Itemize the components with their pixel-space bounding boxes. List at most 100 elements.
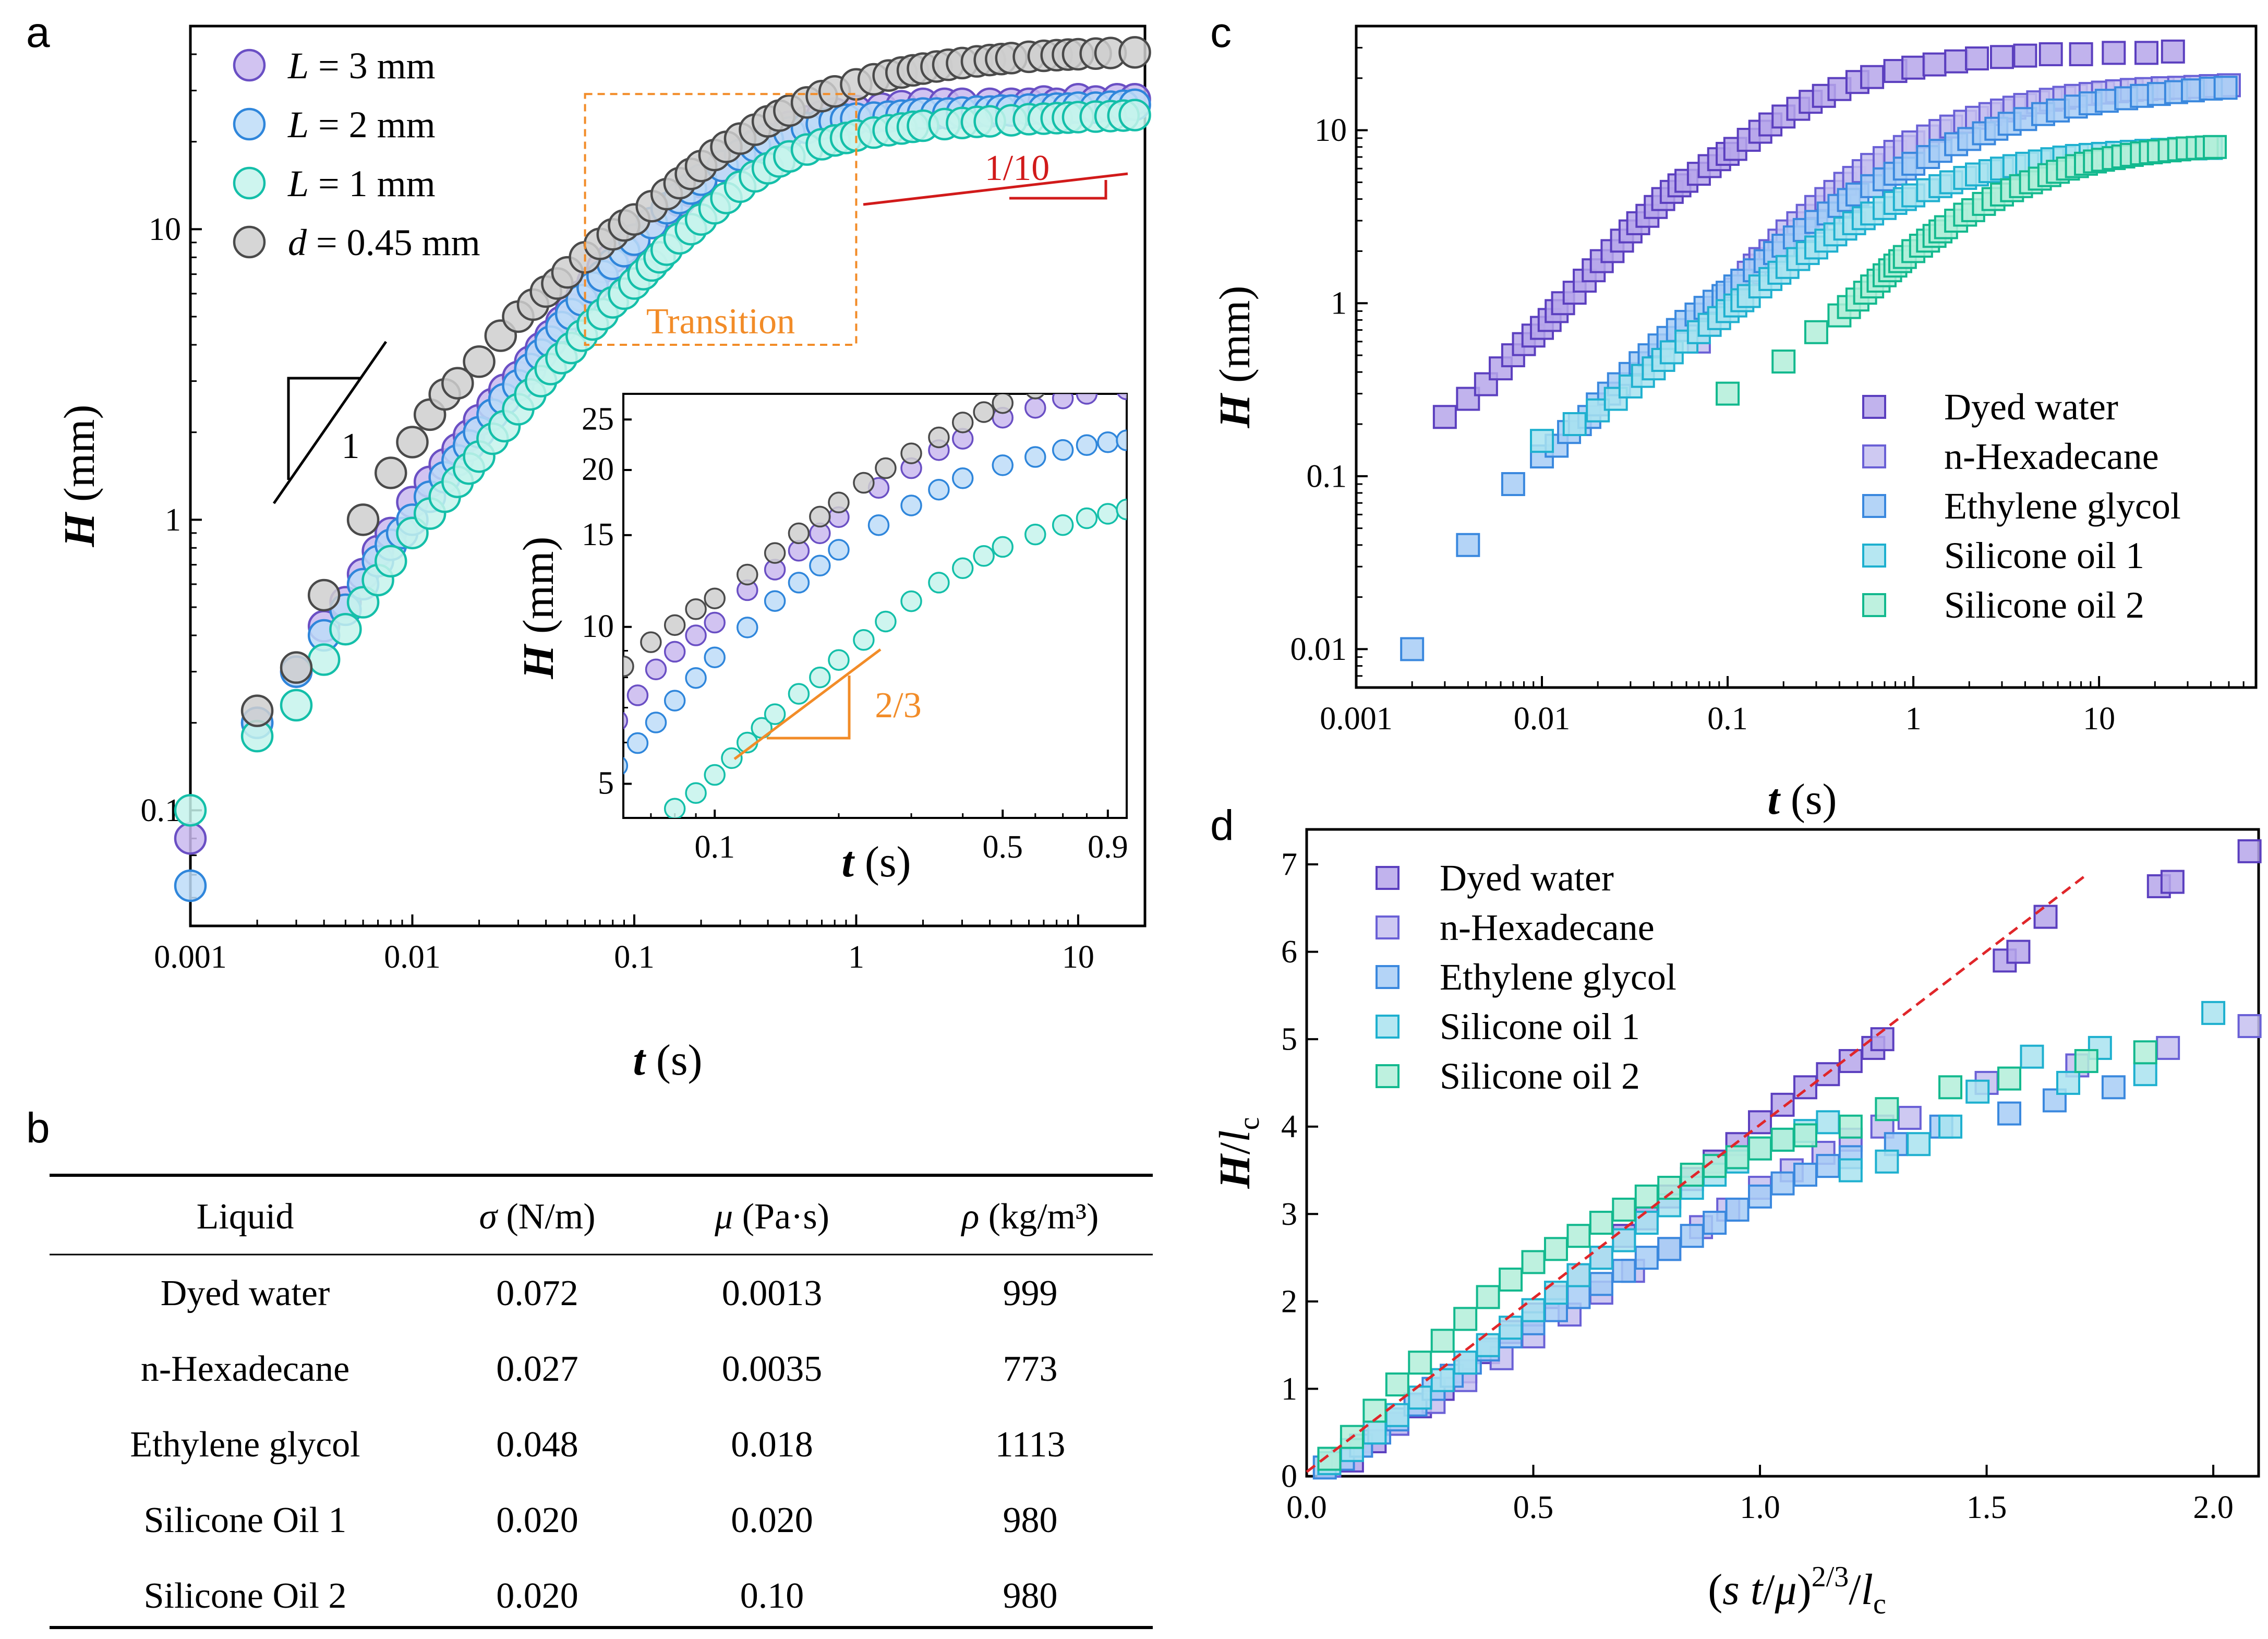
x-tick-label: 0.9 xyxy=(1088,829,1128,865)
inset-data-point xyxy=(1097,431,1119,453)
series-d-2 xyxy=(1312,1075,2126,1480)
inset-data-point xyxy=(1116,498,1127,521)
data-point xyxy=(1566,1224,1591,1248)
inset-data-point xyxy=(1097,503,1119,525)
chart-c: 0.001 0.01 0.1 1 10 0.01 0.1 1 10 t (s) H (mm) Dyed… xyxy=(1211,25,2258,824)
x-axis-label-c: t (s) xyxy=(1768,775,1837,824)
legend-marker xyxy=(233,49,266,82)
y-tick-label: 1 xyxy=(1281,1371,1297,1407)
inset-data-point xyxy=(928,426,950,449)
inset-data-point xyxy=(973,401,995,423)
inset-data-point xyxy=(1076,394,1098,405)
legend-d: Dyed water n-Hexadecane Ethylene glycol Sil… xyxy=(1376,857,1676,1097)
x-tick-label: 0.01 xyxy=(1514,701,1571,737)
data-point xyxy=(1793,1162,1817,1187)
data-point xyxy=(1612,1259,1636,1283)
panel-label-b: b xyxy=(26,1104,50,1152)
y-tick-label: 25 xyxy=(582,401,614,437)
x-tick-label: 1 xyxy=(848,939,864,975)
data-point xyxy=(1725,1145,1750,1170)
slope-label-1-10: 1/10 xyxy=(985,148,1049,188)
data-point xyxy=(1432,405,1457,429)
data-point xyxy=(1612,1228,1636,1252)
inset-data-point xyxy=(900,495,922,516)
x-tick-label: 2.0 xyxy=(2193,1490,2234,1525)
data-point xyxy=(1476,1285,1500,1309)
legend-label: Silicone oil 1 xyxy=(1944,535,2144,576)
data-point xyxy=(1589,1272,1613,1296)
inset-data-point xyxy=(1024,523,1046,546)
inset-data-point xyxy=(1052,439,1074,461)
table-cell: 0.10 xyxy=(740,1576,804,1616)
table-cell: Silicone Oil 2 xyxy=(144,1576,347,1616)
data-point xyxy=(1748,1136,1772,1161)
legend-label: Silicone oil 2 xyxy=(1944,584,2144,626)
fit-line xyxy=(1306,874,2088,1473)
table-cell: 980 xyxy=(1003,1576,1058,1616)
data-point xyxy=(174,869,207,902)
inset-data-point xyxy=(645,712,667,733)
inset-data-point xyxy=(992,394,1014,414)
transition-box xyxy=(584,93,858,346)
data-point xyxy=(1770,1171,1795,1196)
data-point xyxy=(307,579,341,612)
legend-label: Silicone oil 1 xyxy=(1440,1006,1640,1047)
y-tick-label: 7 xyxy=(1281,847,1297,882)
x-tick-label: 1.5 xyxy=(1967,1490,2007,1525)
legend-label: Dyed water xyxy=(1440,857,1614,899)
inset-data-point xyxy=(928,478,950,501)
inset-data-point xyxy=(704,646,726,668)
inset-data-point xyxy=(809,505,831,528)
inset-data-point xyxy=(992,454,1014,476)
data-point xyxy=(1816,1062,1840,1087)
y-tick-label: 2 xyxy=(1281,1284,1297,1319)
inset-data-point xyxy=(828,649,850,671)
inset-data-point xyxy=(853,629,875,651)
data-point xyxy=(329,612,362,646)
table-cell: n-Hexadecane xyxy=(141,1349,349,1389)
inset-data-point xyxy=(828,539,850,561)
inset-data-point xyxy=(764,590,786,612)
legend-marker xyxy=(1862,444,1886,468)
data-point xyxy=(1634,1211,1659,1235)
table-cell: 0.018 xyxy=(731,1425,813,1465)
inset-data-point xyxy=(623,756,629,775)
table-cell: 0.0035 xyxy=(722,1349,823,1389)
y-tick-label: 4 xyxy=(1281,1109,1297,1144)
data-point xyxy=(2203,135,2227,159)
data-point xyxy=(1875,1149,1899,1174)
data-point xyxy=(346,586,380,619)
slope-line-1 xyxy=(272,341,388,504)
data-point xyxy=(1317,1447,1342,1471)
inset-y-axis-label: H (mm) xyxy=(514,537,563,680)
plot-frame xyxy=(1355,25,2258,689)
inset-data-point xyxy=(1052,394,1074,409)
legend-label: Silicone oil 2 xyxy=(1440,1055,1640,1097)
data-point xyxy=(1362,1399,1387,1423)
data-point xyxy=(1408,1351,1432,1375)
y-tick-label: 5 xyxy=(598,766,614,801)
panel-label-c: c xyxy=(1210,9,1232,56)
inset-data-point xyxy=(1024,397,1046,419)
table-cell: 980 xyxy=(1003,1500,1058,1540)
inset-data-point xyxy=(788,522,810,545)
legend-label: L = 3 mm xyxy=(287,45,436,87)
x-axis-label-a: t (s) xyxy=(633,1036,703,1084)
data-point xyxy=(1589,1246,1613,1270)
data-point xyxy=(1922,52,1947,77)
data-point xyxy=(1118,99,1151,131)
data-point xyxy=(1838,1114,1863,1139)
x-tick-label: 0.5 xyxy=(1513,1490,1554,1525)
inset-data-point xyxy=(867,514,890,536)
data-point xyxy=(1501,472,1525,497)
data-point xyxy=(374,456,407,489)
slope-label-1: 1 xyxy=(342,426,360,466)
x-tick-label: 10 xyxy=(1062,939,1094,975)
y-tick-label: 0 xyxy=(1281,1459,1297,1494)
table-cell: 1113 xyxy=(995,1425,1066,1465)
data-point xyxy=(1725,1197,1750,1222)
y-tick-label: 1 xyxy=(165,502,181,538)
data-point xyxy=(1543,1281,1568,1305)
inset-data-point xyxy=(992,536,1014,558)
inset-data-point xyxy=(951,412,974,433)
